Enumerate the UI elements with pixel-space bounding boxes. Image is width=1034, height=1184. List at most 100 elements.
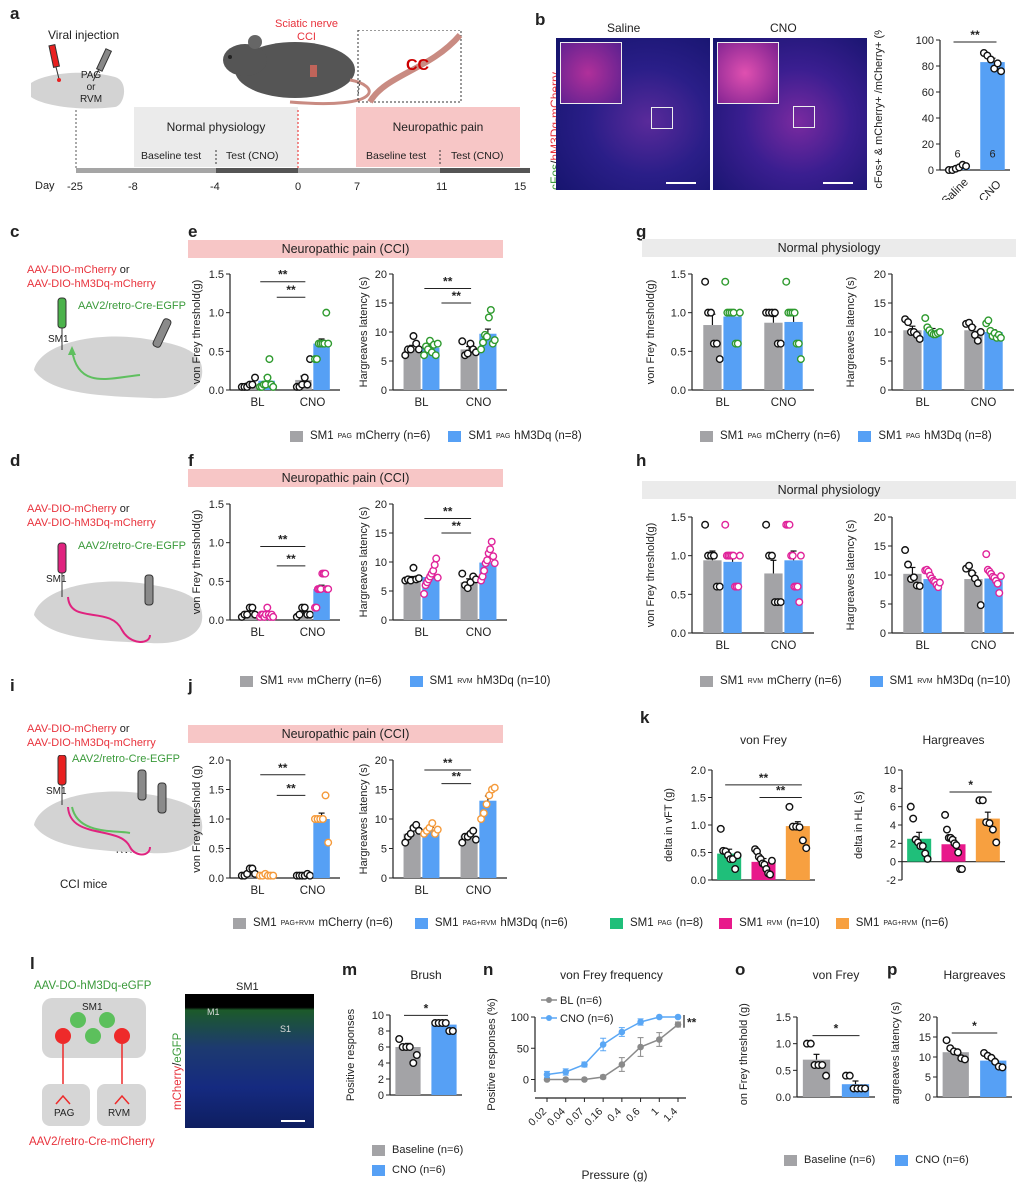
data-point xyxy=(321,569,330,578)
y-tick-label: 100 xyxy=(916,35,934,47)
scale-bar xyxy=(666,182,696,184)
data-point xyxy=(795,598,804,607)
y-tick-label: 4 xyxy=(890,820,896,832)
significance-label: ** xyxy=(278,533,288,547)
data-point xyxy=(618,1028,626,1036)
y-tick-label: 15 xyxy=(375,298,387,310)
sm1-label-c: SM1 xyxy=(48,334,69,345)
data-point xyxy=(785,520,794,529)
chart-h-vonfrey: 0.0 0.5 1.0 1.5 von Frey threshold(g) BL CNO xyxy=(645,512,814,652)
data-point xyxy=(995,588,1004,597)
y-tick-label: 10 xyxy=(375,557,387,569)
data-point xyxy=(721,520,730,529)
y-tick-label: 0.0 xyxy=(671,628,686,640)
y-tick-label: 5 xyxy=(880,356,886,368)
x-tick-label: BL xyxy=(414,627,429,639)
test-cno-label-1: Test (CNO) xyxy=(226,150,279,162)
bar xyxy=(784,321,803,390)
data-point xyxy=(822,1071,831,1080)
data-point xyxy=(960,1055,969,1064)
x-tick-label: Saline xyxy=(940,176,971,200)
y-tick-label: 20 xyxy=(919,1012,931,1024)
data-point xyxy=(409,332,418,341)
data-point xyxy=(599,1073,607,1081)
y-tick-label: 20 xyxy=(874,512,886,524)
y-tick-label: 1.5 xyxy=(209,269,224,281)
brain-schematic-i xyxy=(34,755,203,856)
legend-f: SM1 RVM mCherry (n=6) SM1 RVM hM3Dq (n=10) xyxy=(240,675,550,687)
data-point xyxy=(420,589,429,598)
x-tick-label: CNO xyxy=(300,885,326,897)
x-axis-title: Pressure (g) xyxy=(581,1168,647,1182)
scale-bar xyxy=(823,182,853,184)
syringe-green-icon xyxy=(57,297,67,329)
y-tick-label: 0.5 xyxy=(691,848,706,860)
y-tick-label: 5 xyxy=(880,599,886,611)
y-tick-label: 20 xyxy=(375,499,387,511)
bar xyxy=(785,826,810,880)
y-tick-label: 1.0 xyxy=(671,308,686,320)
data-point xyxy=(414,345,423,354)
data-point xyxy=(480,566,489,575)
banner-j: Neuropathic pain (CCI) xyxy=(188,725,503,743)
y-tick-label: 80 xyxy=(922,61,934,73)
y-tick-label: 5 xyxy=(381,844,387,856)
data-point xyxy=(734,582,743,591)
y-axis-title: von Frey threshold(g) xyxy=(645,523,657,628)
data-point xyxy=(581,1076,588,1083)
data-point xyxy=(477,345,486,354)
significance-label: * xyxy=(424,1001,429,1015)
data-point xyxy=(766,870,775,879)
data-point xyxy=(303,380,312,389)
banner-e: Neuropathic pain (CCI) xyxy=(188,240,503,258)
data-point xyxy=(715,355,724,364)
data-point xyxy=(993,59,1002,68)
y-tick-label: 1.5 xyxy=(776,1012,791,1024)
data-point xyxy=(406,345,415,354)
svg-text:CC: CC xyxy=(406,57,430,74)
legend-swatch-blue xyxy=(448,430,462,442)
data-point xyxy=(637,1043,644,1051)
data-point xyxy=(901,546,910,555)
data-point xyxy=(265,355,274,364)
data-point xyxy=(487,537,496,546)
data-point xyxy=(269,612,278,621)
y-tick-label: 0.0 xyxy=(209,615,224,627)
data-point xyxy=(486,545,495,554)
data-point xyxy=(312,355,321,364)
data-point xyxy=(322,308,331,317)
pag-label-l: PAG xyxy=(54,1108,75,1119)
chart-k-vonfrey: von Frey 0.0 0.5 1.0 1.5 2.0 delta in vFT (g) *… xyxy=(663,733,815,887)
cno-inset xyxy=(717,42,779,104)
x-tick-label: 0.04 xyxy=(545,1106,568,1129)
significance-label: * xyxy=(968,778,973,792)
data-point xyxy=(269,871,278,880)
y-tick-label: 10 xyxy=(919,1052,931,1064)
y-tick-label: 1.0 xyxy=(776,1039,791,1051)
y-tick-label: 1.0 xyxy=(691,820,706,832)
data-point xyxy=(269,382,278,391)
test-cno-label-2: Test (CNO) xyxy=(451,150,504,162)
significance-label: ** xyxy=(286,283,296,297)
chart-title: von Frey frequency xyxy=(560,968,663,982)
syringe-magenta-icon xyxy=(57,542,67,574)
x-tick-label: CNO xyxy=(771,397,797,409)
data-point xyxy=(701,520,710,529)
data-point xyxy=(731,864,740,873)
mouse-cci-illustration: CC xyxy=(223,30,463,106)
day-tick: -8 xyxy=(128,181,138,193)
y-axis-title: von Frey threshold(g) xyxy=(645,280,657,385)
y-tick-label: 1.0 xyxy=(209,308,224,320)
data-point xyxy=(409,1058,418,1067)
y-tick-label: 10 xyxy=(375,814,387,826)
brain-injection-schematic xyxy=(31,44,125,109)
virus-label-l-bottom: AAV2/retro-Cre-mCherry xyxy=(29,1136,155,1148)
virus-label-i3: AAV2/retro-Cre-EGFP xyxy=(72,753,180,765)
bar xyxy=(313,819,330,878)
data-point xyxy=(432,554,441,563)
data-point xyxy=(706,308,715,317)
x-tick-label: BL xyxy=(915,397,930,409)
y-tick-label: 2.0 xyxy=(691,765,706,777)
data-point xyxy=(318,814,327,823)
bar xyxy=(723,561,742,633)
